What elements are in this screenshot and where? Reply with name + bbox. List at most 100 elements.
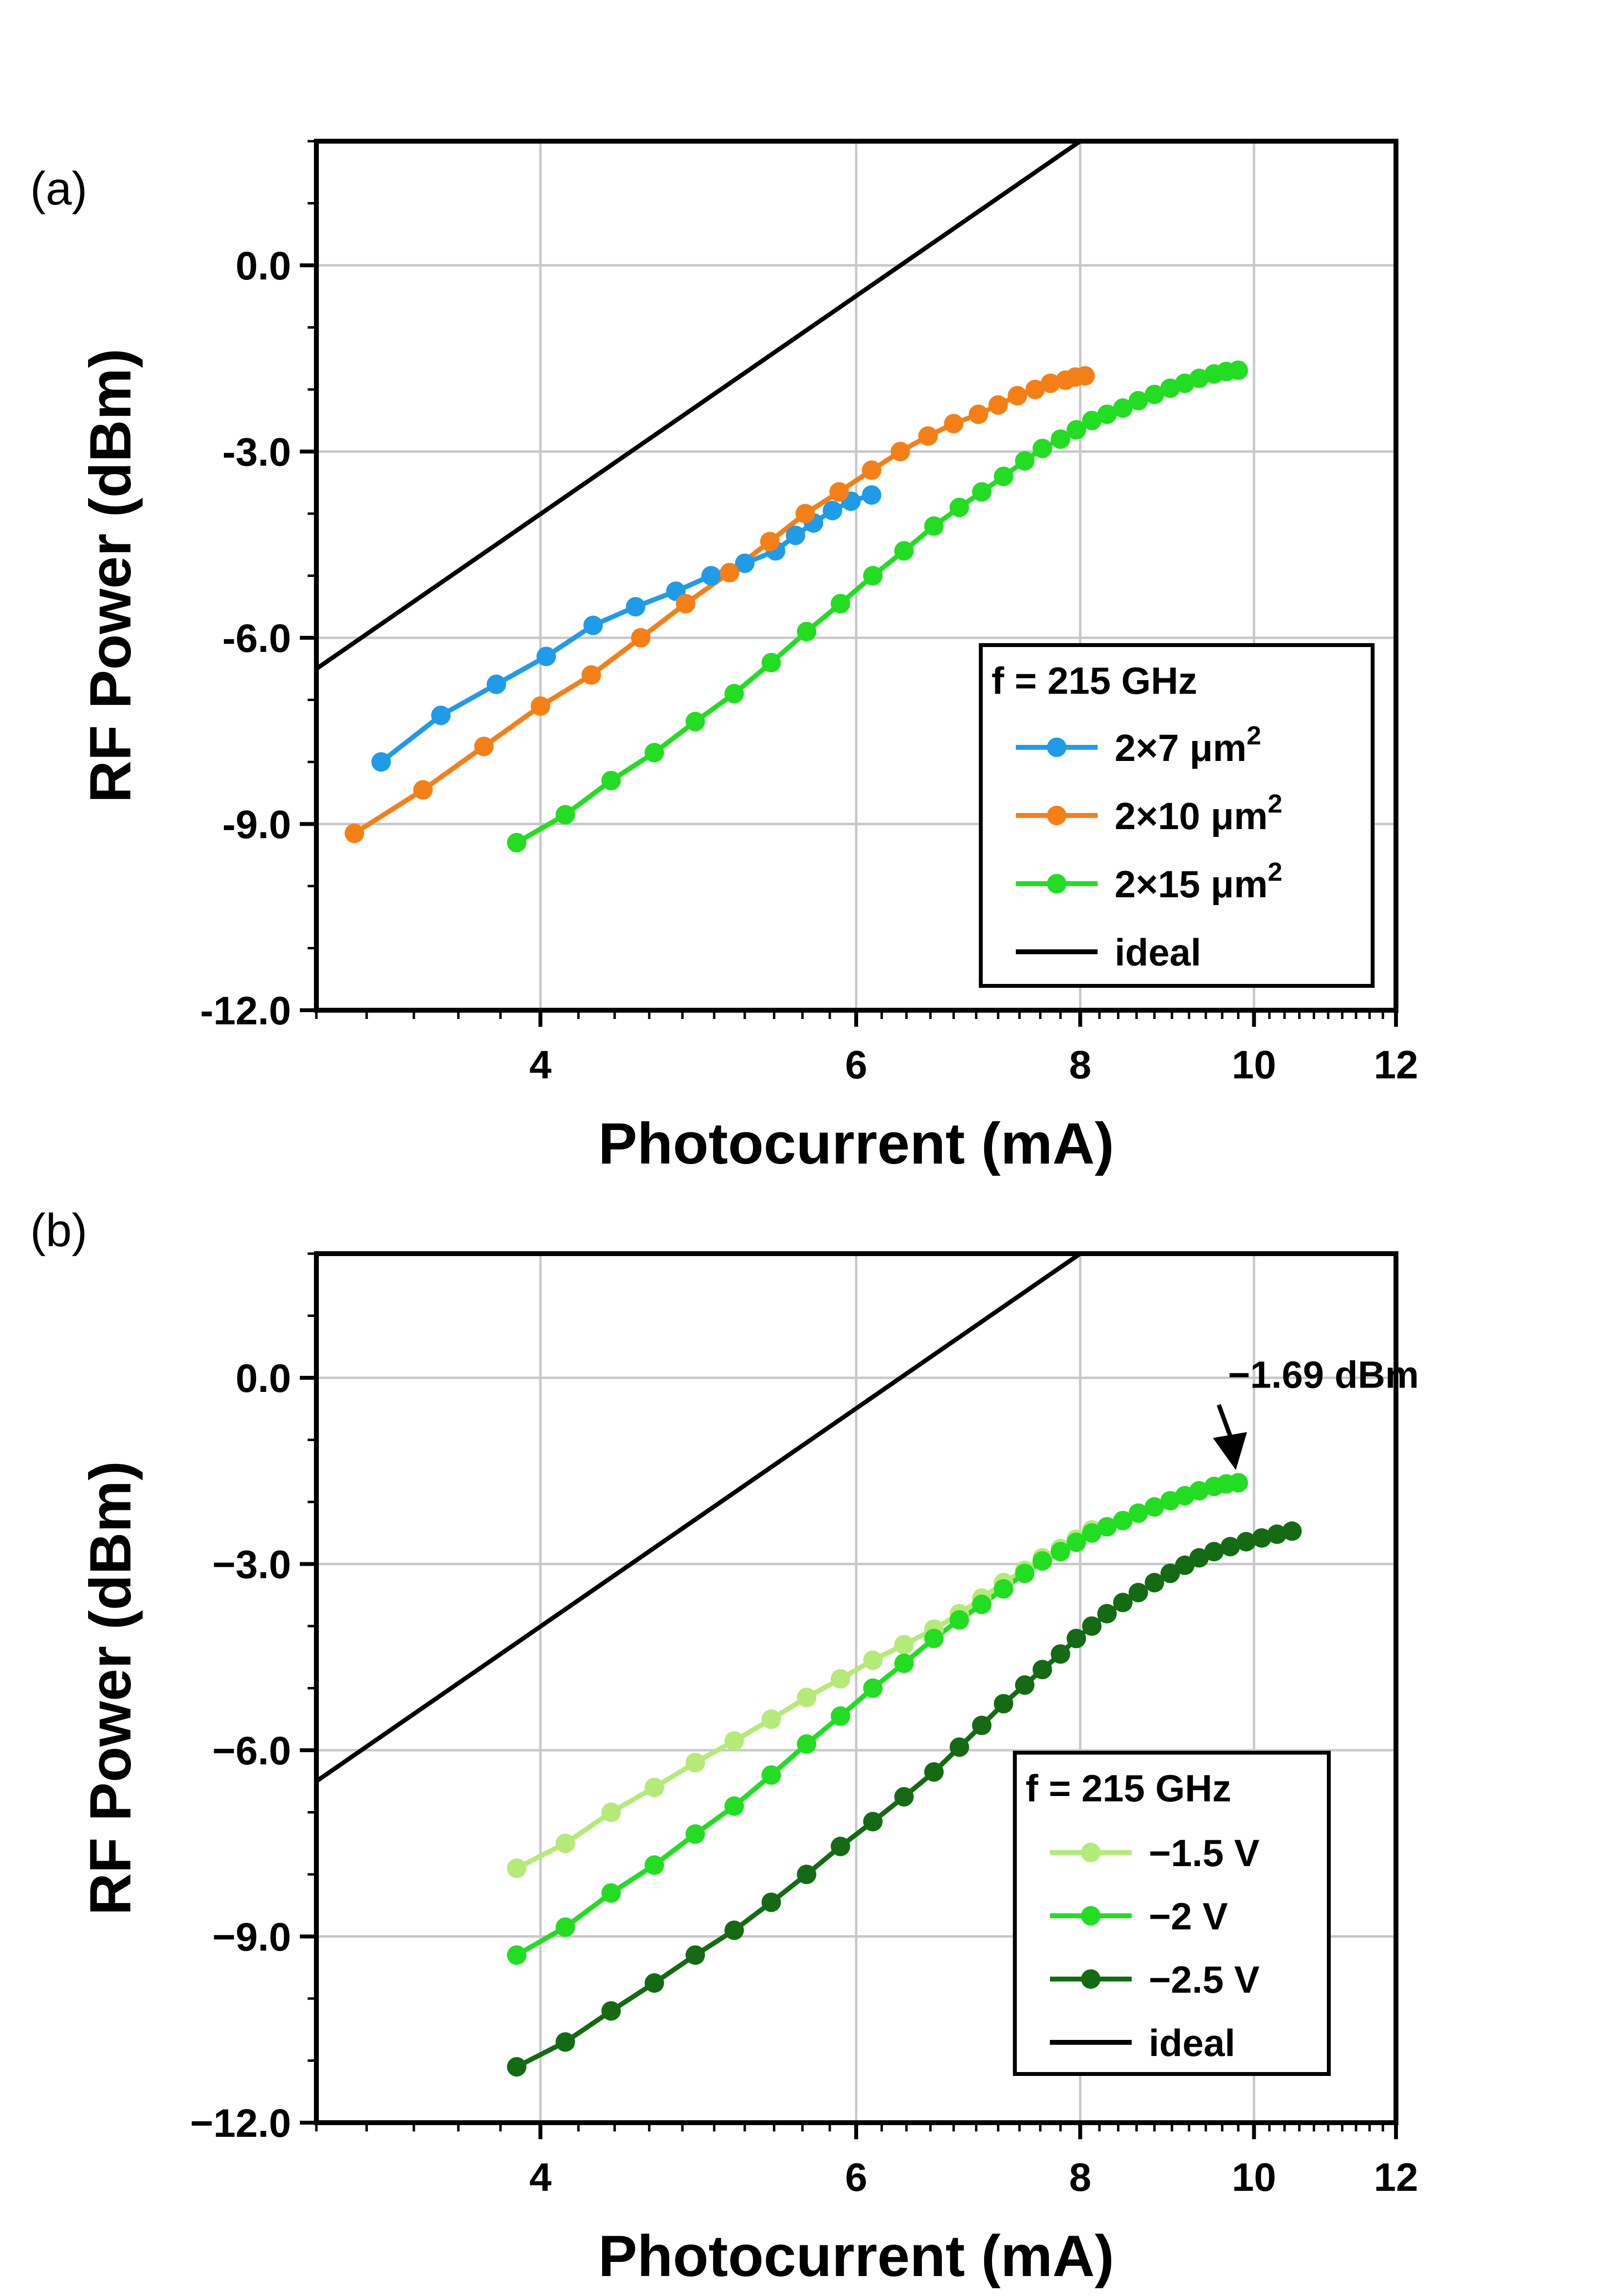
legend-marker [1081,1843,1101,1862]
data-point [583,615,603,635]
y-tick-label: -12.0 [200,989,291,1033]
data-point [1015,1563,1035,1583]
data-point [924,1629,944,1648]
panel-label: (b) [30,1204,87,1257]
annotation-text: −1.69 dBm [1228,1353,1419,1396]
data-point [761,653,781,672]
data-point [1189,1548,1209,1568]
panel-a: 4 6 8 10 12 0.0 -3.0 -6.0 -9.0 -12.0 Photocurrent … [30,139,1418,1176]
data-point [507,1858,527,1878]
data-point [1015,451,1035,471]
data-point [830,1836,850,1856]
data-point [1160,378,1180,398]
data-point [797,1865,817,1884]
y-axis-title: RF Power (dBm) [78,349,143,803]
x-tick-label: 8 [1069,2155,1091,2200]
data-point [894,1787,914,1807]
data-point [474,737,494,757]
x-tick-label: 6 [845,1043,867,1087]
data-point [797,1734,817,1754]
data-point [1032,1551,1052,1571]
y-tick-label: −6.0 [212,1729,291,1773]
data-point [1128,1583,1148,1603]
x-axis: 4 6 8 10 12 [315,1010,1418,1087]
legend-marker [1047,738,1066,757]
data-point [701,566,721,586]
legend-label-text: −2 V [1149,1895,1228,1938]
legend-label-text: −2.5 V [1149,1958,1260,2001]
y-tick-label: -6.0 [222,616,291,661]
data-point [1050,1644,1070,1664]
data-point [431,705,451,725]
data-point [1282,1521,1302,1541]
data-point [761,1892,781,1912]
data-point [924,1762,944,1782]
data-point [1128,1503,1148,1523]
data-point [830,593,850,613]
data-point [644,742,664,762]
data-point [944,414,964,434]
y-tick-label: 0.0 [236,244,291,288]
data-point [1189,1481,1209,1501]
data-point [761,1765,781,1785]
y-tick-label: -9.0 [222,803,291,847]
data-point [1050,429,1070,449]
data-point [1041,373,1061,393]
grid-lines [316,141,1396,1010]
data-point [1066,1532,1086,1552]
data-point [1160,1563,1180,1583]
data-point [601,1802,621,1822]
data-point [1066,420,1086,440]
data-point [371,752,391,772]
data-point [1220,1537,1240,1556]
data-point [1025,380,1045,399]
data-point [507,833,527,852]
data-point [1175,1555,1195,1575]
data-point [924,516,944,536]
data-point [972,1716,992,1735]
data-point [1228,1473,1248,1493]
data-point [1050,1542,1070,1561]
annotation: −1.69 dBm [1212,1353,1419,1470]
data-point [1144,1497,1164,1517]
data-point [724,1796,744,1816]
data-point [786,525,806,545]
data-point [988,395,1008,415]
data-point [345,823,365,843]
x-tick-label: 12 [1374,1043,1418,1087]
data-point [735,554,755,573]
x-tick-label: 4 [529,2155,551,2200]
data-point [829,482,849,502]
data-point [761,1709,781,1729]
y-axis-title: RF Power (dBm) [78,1461,143,1915]
data-point [1236,1532,1256,1552]
x-tick-label: 10 [1232,1043,1276,1087]
data-point [644,1973,664,1993]
x-tick-label: 10 [1232,2155,1276,2200]
data-point [1267,1524,1287,1544]
data-point [894,541,914,561]
data-point [863,566,883,586]
data-point [993,1579,1013,1599]
x-axis-title: Photocurrent (mA) [598,2223,1114,2289]
data-point [1144,1573,1164,1592]
data-point [536,647,556,667]
data-point [862,485,881,505]
data-point [581,665,601,685]
y-tick-label: −9.0 [212,1915,291,1960]
plot-area [316,1254,1302,2077]
data-point [644,1778,664,1797]
x-tick-label: 12 [1374,2155,1418,2200]
series-line-ideal [316,141,1082,671]
legend-label: −2.5 V [1149,1958,1260,2001]
data-point [1128,390,1148,410]
annotation-arrow-head [1212,1432,1247,1470]
data-point [1008,386,1028,406]
legend-label-text: ideal [1149,2021,1235,2064]
data-point [631,628,651,648]
data-point [601,2001,621,2021]
legend-marker [1047,874,1066,893]
data-point [724,684,744,704]
